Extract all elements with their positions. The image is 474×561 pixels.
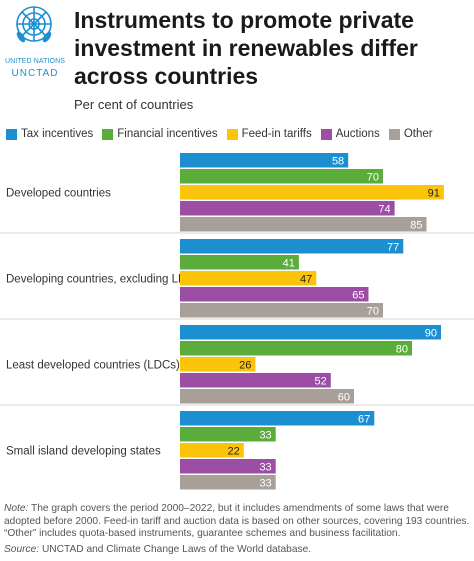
chart-legend: Tax incentives Financial incentives Feed-i…	[6, 126, 442, 142]
legend-item: Financial incentives	[102, 128, 218, 140]
bar	[180, 153, 349, 168]
un-emblem-icon	[16, 6, 52, 43]
bar	[180, 201, 395, 216]
legend-label: Feed-in tariffs	[241, 128, 312, 140]
bar-value-label: 67	[358, 413, 370, 425]
legend-swatch	[102, 128, 114, 140]
chart-title: Instruments to promote private investmen…	[74, 7, 418, 89]
bar	[180, 169, 383, 184]
category-label: Small island developing states	[6, 445, 161, 457]
legend-swatch	[388, 128, 400, 140]
bar-value-label: 70	[367, 305, 379, 317]
bar-value-label: 91	[428, 187, 440, 199]
bar	[180, 239, 404, 254]
legend-item: Auctions	[320, 128, 380, 140]
bar	[180, 255, 299, 270]
bar	[180, 443, 244, 458]
bar	[180, 389, 354, 404]
bar	[180, 459, 276, 474]
bar-value-label: 58	[332, 155, 344, 167]
category-label: Developing countries, excluding LDCs	[6, 273, 201, 285]
bar-value-label: 70	[367, 171, 379, 183]
bar-value-label: 33	[259, 461, 271, 473]
bar-value-label: 22	[228, 445, 240, 457]
bar-value-label: 74	[378, 203, 390, 215]
chart-note: Note: The graph covers the period 2000–2…	[4, 503, 470, 541]
category-label: Developed countries	[6, 187, 111, 199]
legend-swatch	[6, 128, 17, 140]
bar	[180, 185, 444, 200]
logo-org-name: UNITED NATIONS	[5, 58, 65, 65]
bar-value-label: 26	[239, 359, 251, 371]
bar	[180, 287, 369, 302]
bar	[180, 411, 375, 426]
note-text: The graph covers the period 2000–2022, b…	[4, 503, 470, 539]
legend-label: Financial incentives	[117, 128, 218, 140]
bar	[180, 373, 331, 388]
bar	[180, 475, 276, 490]
bar-value-label: 47	[300, 273, 312, 285]
bar	[180, 427, 276, 442]
legend-swatch	[320, 128, 332, 140]
logo-org-acronym: UNCTAD	[11, 68, 59, 79]
bar	[180, 357, 256, 372]
bar	[180, 303, 383, 318]
legend-label: Tax incentives	[21, 128, 94, 140]
source-text: UNCTAD and Climate Change Laws of the Wo…	[39, 544, 312, 555]
bar-value-label: 77	[387, 241, 399, 253]
legend-label: Other	[403, 128, 433, 140]
bar-chart: Developed countries 58 70 91 74 85 Developing …	[0, 153, 474, 490]
legend-item: Other	[388, 128, 433, 140]
bar-value-label: 33	[259, 429, 271, 441]
bar-value-label: 65	[352, 289, 364, 301]
legend-swatch	[226, 128, 238, 140]
bar-value-label: 41	[283, 257, 295, 269]
source-label: Source:	[4, 544, 40, 555]
legend-label: Auctions	[335, 128, 380, 140]
bar	[180, 341, 412, 356]
category-label: Least developed countries (LDCs)	[6, 359, 180, 371]
chart-subtitle: Per cent of countries	[74, 97, 194, 112]
bar-value-label: 85	[410, 219, 422, 231]
bar	[180, 271, 317, 286]
unctad-logo: UNITED NATIONS UNCTAD	[4, 4, 65, 84]
bar-value-label: 60	[338, 391, 350, 403]
bar-value-label: 90	[425, 327, 437, 339]
legend-item: Feed-in tariffs	[226, 128, 312, 140]
bar-value-label: 80	[396, 343, 408, 355]
legend-item: Tax incentives	[6, 128, 93, 140]
bar	[180, 217, 427, 232]
chart-source: Source: UNCTAD and Climate Change Laws o…	[4, 544, 470, 555]
bar	[180, 325, 441, 340]
bar-value-label: 33	[259, 477, 271, 489]
note-label: Note:	[4, 503, 29, 514]
bar-value-label: 52	[315, 375, 327, 387]
